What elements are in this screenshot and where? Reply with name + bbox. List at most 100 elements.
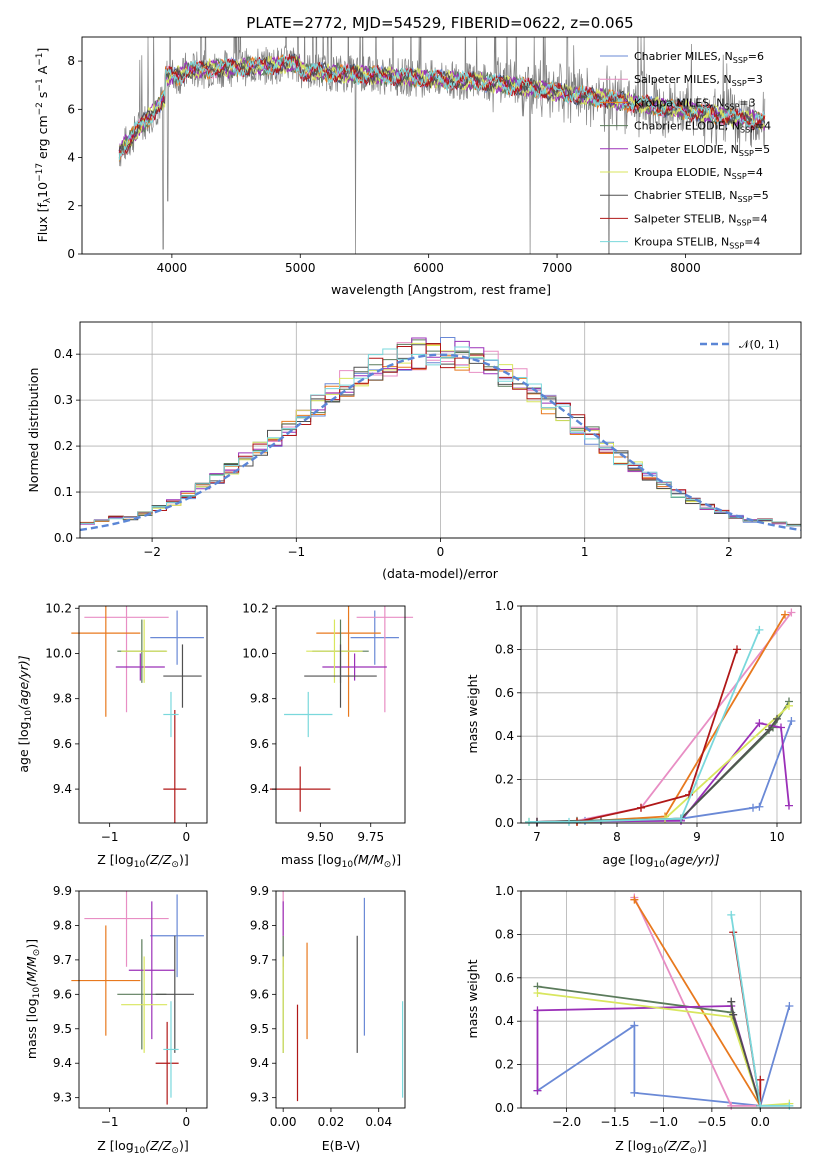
y-tick-label: 9.7 — [53, 953, 72, 967]
mass-vs-ebv-x-label: E(B-V) — [322, 1138, 361, 1153]
legend-label: Chabrier STELIB, NSSP=5 — [634, 189, 769, 204]
y-tick-label: 9.8 — [53, 692, 72, 706]
weight-series-line — [633, 899, 762, 1107]
x-tick-label: 0 — [437, 545, 445, 559]
spectrum-y-ticks: 0 2 4 6 8 — [67, 54, 82, 261]
y-tick-label: 10.2 — [242, 601, 269, 615]
weight-vs-age-plot — [525, 608, 796, 826]
weight-series-line — [529, 629, 761, 823]
y-tick-label: 0.4 — [495, 1014, 514, 1028]
y-tick-label: 9.8 — [53, 918, 72, 932]
x-tick-label: −1.0 — [649, 1115, 678, 1129]
age-vs-metallicity-ticks: −1 0 9.4 9.6 9.8 10.0 10.2 — [45, 601, 190, 844]
histogram-y-label: Normed distribution — [26, 368, 41, 493]
histogram-x-ticks: −2 −1 0 1 2 — [143, 538, 733, 559]
x-tick-label: 0.00 — [270, 1115, 297, 1129]
y-tick-label: 9.4 — [250, 1056, 269, 1070]
weight-point-marker — [533, 988, 542, 997]
x-tick-label: 0.02 — [318, 1115, 345, 1129]
x-tick-label: 5000 — [285, 261, 316, 275]
weight-vs-metallicity-x-label: Z [log10(Z/Z⊙)] — [615, 1138, 706, 1156]
mass-vs-ebv-panel: 0.00 0.02 0.04 9.3 9.4 9.5 9.6 9.7 9.8 9.9 E(B-V) — [250, 884, 406, 1153]
y-tick-label: 9.8 — [250, 918, 269, 932]
weight-vs-metallicity-plot — [533, 893, 794, 1110]
mass-vs-ebv-ticks: 0.00 0.02 0.04 9.3 9.4 9.5 9.6 9.7 9.8 9.9 — [250, 884, 392, 1129]
y-tick-label: 9.8 — [250, 692, 269, 706]
weight-series-line — [537, 614, 786, 823]
x-tick-label: −1.5 — [600, 1115, 629, 1129]
weight-point-marker — [755, 625, 764, 634]
y-tick-label: 9.6 — [250, 737, 269, 751]
weight-point-marker — [755, 802, 764, 811]
weight-point-marker — [785, 801, 793, 810]
weight-vs-age-ticks: 7 8 9 10 0.0 0.2 0.4 0.6 0.8 1.0 — [495, 599, 785, 844]
weight-vs-metallicity-grid — [521, 890, 801, 1109]
spectrum-legend: Chabrier MILES, NSSP=6 Salpeter MILES, NS… — [600, 50, 771, 251]
weight-vs-age-grid — [521, 605, 801, 824]
weight-vs-metallicity-y-label: mass weight — [465, 959, 480, 1038]
weight-vs-metallicity-ticks: −2.0 −1.5 −1.0 −0.5 0.0 0.0 0.2 0.4 0.6 0.8 1.0 — [495, 884, 770, 1129]
histogram-step-line — [80, 346, 801, 527]
x-tick-label: −1 — [101, 1115, 119, 1129]
weight-vs-metallicity-panel: −2.0 −1.5 −1.0 −0.5 0.0 0.0 0.2 0.4 0.6 0.8 1.0 Z … — [465, 884, 802, 1156]
y-tick-label: 0.8 — [495, 927, 514, 941]
y-tick-label: 1.0 — [495, 884, 514, 898]
spectrum-panel: PLATE=2772, MJD=54529, FIBERID=0622, z=0… — [35, 14, 802, 297]
weight-point-marker — [630, 895, 639, 904]
x-tick-label: 4000 — [157, 261, 188, 275]
weight-point-marker — [777, 723, 785, 732]
histogram-legend: 𝒩(0, 1) — [700, 338, 779, 351]
weight-series-line — [536, 718, 778, 823]
weight-point-marker — [785, 1002, 794, 1011]
x-tick-label: 7 — [533, 830, 541, 844]
age-vs-metallicity-x-label: Z [log10(Z/Z⊙)] — [97, 852, 188, 870]
weight-point-marker — [727, 1101, 736, 1110]
weight-point-marker — [630, 1021, 639, 1030]
x-tick-label: −1 — [287, 545, 305, 559]
legend-label: Kroupa STELIB, NSSP=4 — [634, 236, 760, 251]
y-tick-label: 2 — [67, 199, 75, 213]
weight-series-line — [536, 701, 790, 823]
weight-point-marker — [637, 803, 645, 812]
y-tick-label: 0.8 — [495, 642, 514, 656]
mass-vs-ebv-frame — [275, 890, 406, 1109]
y-tick-label: 9.5 — [53, 1022, 72, 1036]
x-tick-label: 8 — [613, 830, 621, 844]
weight-point-marker — [677, 814, 685, 823]
age-vs-metallicity-plot — [71, 606, 204, 823]
weight-series-line — [536, 722, 790, 823]
y-tick-label: 0 — [67, 247, 75, 261]
spectrum-x-ticks: 4000 5000 6000 7000 8000 — [157, 254, 701, 275]
age-vs-mass-plot — [269, 606, 414, 812]
age-vs-mass-x-label: mass [log10(M/M⊙)] — [281, 852, 401, 870]
y-tick-label: 0.1 — [54, 485, 73, 499]
weight-point-marker — [785, 701, 793, 710]
y-tick-label: 10.0 — [45, 646, 72, 660]
y-tick-label: 0.6 — [495, 686, 514, 700]
y-tick-label: 6 — [67, 102, 75, 116]
spectrum-y-label: Flux [fλ10−17 erg cm−2 s−1 A−1] — [35, 48, 53, 243]
x-tick-label: 9.50 — [307, 830, 334, 844]
age-vs-mass-frame — [275, 605, 406, 824]
y-tick-label: 9.4 — [250, 782, 269, 796]
weight-vs-metallicity-frame — [520, 890, 802, 1109]
y-tick-label: 0.3 — [54, 393, 73, 407]
y-tick-label: 4 — [67, 151, 75, 165]
mass-vs-metallicity-x-label: Z [log10(Z/Z⊙)] — [97, 1138, 188, 1156]
legend-label: Kroupa MILES, NSSP=3 — [634, 96, 756, 111]
x-tick-label: 9.75 — [357, 830, 384, 844]
weight-series-line — [537, 985, 762, 1107]
x-tick-label: 10 — [769, 830, 784, 844]
histogram-x-label: (data-model)/error — [382, 566, 499, 581]
residual-histogram-panel: −2 −1 0 1 2 0.0 0.1 0.2 0.3 0.4 (data-model)/err… — [26, 321, 802, 581]
legend-label: Kroupa ELODIE, NSSP=4 — [634, 166, 763, 181]
x-tick-label: 0 — [182, 1115, 190, 1129]
weight-vs-age-y-label: mass weight — [465, 674, 480, 753]
y-tick-label: 9.3 — [53, 1091, 72, 1105]
y-tick-label: 9.6 — [250, 987, 269, 1001]
weight-vs-age-frame — [520, 605, 802, 824]
age-vs-mass-panel: 9.50 9.75 9.4 9.6 9.8 10.0 10.2 mass [log10(M/… — [242, 601, 414, 870]
weight-point-marker — [727, 997, 736, 1006]
y-tick-label: 10.2 — [45, 601, 72, 615]
